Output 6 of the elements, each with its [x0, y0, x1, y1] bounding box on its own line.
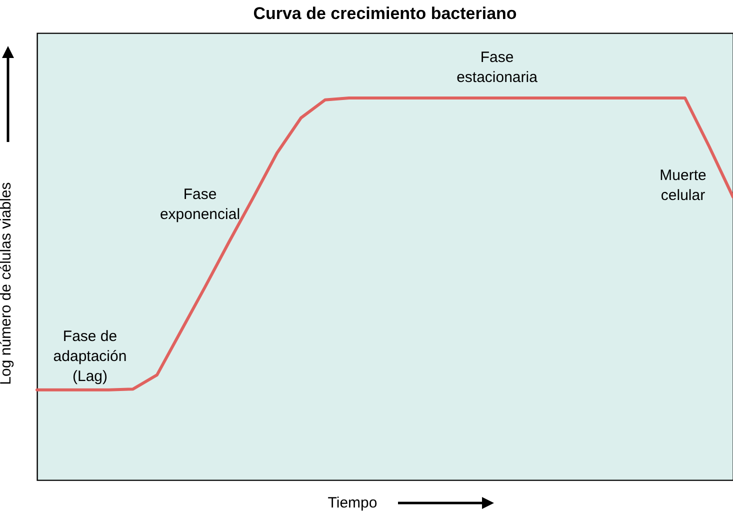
chart-title: Curva de crecimiento bacteriano [253, 4, 517, 23]
x-axis-title: Tiempo [328, 494, 378, 512]
annotation: Fase de adaptación (Lag) [53, 328, 127, 385]
text: Fase estacionaria [456, 49, 538, 86]
annotation: Fase exponencial [160, 186, 240, 223]
annotation: Muerte celular [660, 167, 706, 204]
